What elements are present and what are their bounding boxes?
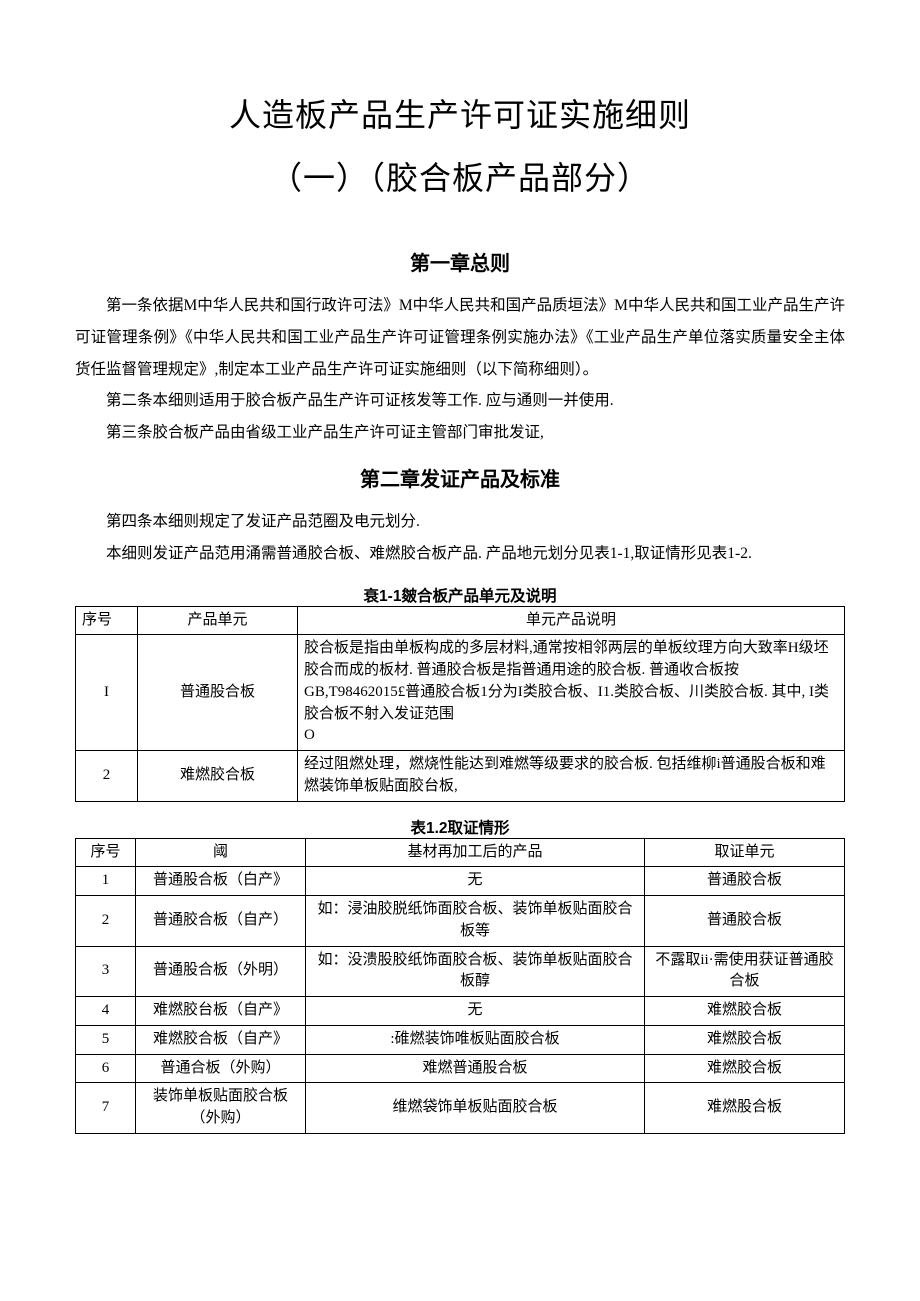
chapter-1-heading: 第一章总则 bbox=[75, 247, 845, 276]
table-cell: 难燃胶台板（自产》 bbox=[136, 997, 306, 1026]
table-header: 产品单元 bbox=[138, 606, 298, 635]
table-2-caption: 表1.2取证情形 bbox=[75, 816, 845, 838]
table-cell: 普通合板（外购） bbox=[136, 1054, 306, 1083]
table-row: 2难燃胶合板经过阻燃处理，燃烧性能达到难燃等级要求的胶合板. 包括维柳i普通股合… bbox=[76, 751, 845, 802]
table-cell: 3 bbox=[76, 946, 136, 997]
table-header: 阈 bbox=[136, 838, 306, 867]
table-header: 取证单元 bbox=[645, 838, 845, 867]
article-3: 第三条胶合板产品由省级工业产品生产许可证主管部门审批发证, bbox=[75, 417, 845, 449]
table-cell: 经过阻燃处理，燃烧性能达到难燃等级要求的胶合板. 包括维柳i普通股合板和难燃装饰… bbox=[298, 751, 845, 802]
table-cell: :碓燃装饰唯板贴面胶合板 bbox=[306, 1025, 645, 1054]
table-cell: 难燃普通股合板 bbox=[306, 1054, 645, 1083]
table-cell: 普通股合板（外明） bbox=[136, 946, 306, 997]
table-cell: 2 bbox=[76, 896, 136, 947]
table-cell: 不露取ii·需使用获证普通胶合板 bbox=[645, 946, 845, 997]
table-row: 7装饰单板贴面胶合板（外购）维燃袋饰单板贴面胶合板难燃股合板 bbox=[76, 1083, 845, 1134]
doc-title-main: 人造板产品生产许可证实施细则 bbox=[75, 90, 845, 141]
table-cell: 5 bbox=[76, 1025, 136, 1054]
table-cell: 难燃胶合板（自产》 bbox=[136, 1025, 306, 1054]
table-header: 单元产品说明 bbox=[298, 606, 845, 635]
table-cell: 普通胶合板（自产） bbox=[136, 896, 306, 947]
table-1-caption: 衰1-1皴合板产品单元及说明 bbox=[75, 584, 845, 606]
table-row: 1普通股合板（白产》无普通胶合板 bbox=[76, 867, 845, 896]
table-cell: 难燃胶合板 bbox=[645, 997, 845, 1026]
doc-title-sub: （一）（胶合板产品部分） bbox=[75, 153, 845, 199]
table-cell: 普通股合板（白产》 bbox=[136, 867, 306, 896]
table-cell: 普通胶合板 bbox=[645, 896, 845, 947]
table-cell: 4 bbox=[76, 997, 136, 1026]
table-row: 4难燃胶台板（自产》无难燃胶合板 bbox=[76, 997, 845, 1026]
article-5: 本细则发证产品范用涌需普通胶合板、难燃胶合板产品. 产品地元划分见表1-1,取证… bbox=[75, 538, 845, 570]
table-cell: 维燃袋饰单板贴面胶合板 bbox=[306, 1083, 645, 1134]
table-cell: 6 bbox=[76, 1054, 136, 1083]
table-cell: 难燃胶合板 bbox=[138, 751, 298, 802]
table-cell: I bbox=[76, 635, 138, 751]
table-row: 3普通股合板（外明）如：没溃股胶纸饰面胶合板、装饰单板贴面胶合板醇不露取ii·需… bbox=[76, 946, 845, 997]
chapter-2-heading: 第二章发证产品及标准 bbox=[75, 463, 845, 492]
table-cell: 2 bbox=[76, 751, 138, 802]
table-cell: 无 bbox=[306, 997, 645, 1026]
table-row: 2普通胶合板（自产）如：浸油胶脱纸饰面胶合板、装饰单板贴面胶合板等普通胶合板 bbox=[76, 896, 845, 947]
table-row: 序号 产品单元 单元产品说明 bbox=[76, 606, 845, 635]
table-cell: 难燃胶合板 bbox=[645, 1025, 845, 1054]
table-row: 序号 阈 基材再加工后的产品 取证单元 bbox=[76, 838, 845, 867]
article-1: 第一条依据M中华人民共和国行政许可法》M中华人民共和国产品质垣法》M中华人民共和… bbox=[75, 290, 845, 385]
table-cell: 1 bbox=[76, 867, 136, 896]
table-cell: 如：浸油胶脱纸饰面胶合板、装饰单板贴面胶合板等 bbox=[306, 896, 645, 947]
table-row: I普通股合板胶合板是指由单板构成的多层材料,通常按相邻两层的单板纹理方向大致率H… bbox=[76, 635, 845, 751]
table-cell: 难燃胶合板 bbox=[645, 1054, 845, 1083]
table-header: 基材再加工后的产品 bbox=[306, 838, 645, 867]
table-cell: 7 bbox=[76, 1083, 136, 1134]
table-2: 序号 阈 基材再加工后的产品 取证单元 1普通股合板（白产》无普通胶合板2普通胶… bbox=[75, 838, 845, 1134]
table-row: 5难燃胶合板（自产》:碓燃装饰唯板贴面胶合板难燃胶合板 bbox=[76, 1025, 845, 1054]
table-cell: 普通股合板 bbox=[138, 635, 298, 751]
table-cell: 难燃股合板 bbox=[645, 1083, 845, 1134]
article-2: 第二条本细则适用于胶合板产品生产许可证核发等工作. 应与通则一并使用. bbox=[75, 385, 845, 417]
table-cell: 无 bbox=[306, 867, 645, 896]
table-cell: 普通胶合板 bbox=[645, 867, 845, 896]
table-cell: 胶合板是指由单板构成的多层材料,通常按相邻两层的单板纹理方向大致率H级坯胶合而成… bbox=[298, 635, 845, 751]
article-4: 第四条本细则规定了发证产品范圈及电元划分. bbox=[75, 506, 845, 538]
table-header: 序号 bbox=[76, 838, 136, 867]
table-cell: 如：没溃股胶纸饰面胶合板、装饰单板贴面胶合板醇 bbox=[306, 946, 645, 997]
table-cell: 装饰单板贴面胶合板（外购） bbox=[136, 1083, 306, 1134]
table-header: 序号 bbox=[76, 606, 138, 635]
table-row: 6普通合板（外购）难燃普通股合板难燃胶合板 bbox=[76, 1054, 845, 1083]
table-1: 序号 产品单元 单元产品说明 I普通股合板胶合板是指由单板构成的多层材料,通常按… bbox=[75, 606, 845, 802]
